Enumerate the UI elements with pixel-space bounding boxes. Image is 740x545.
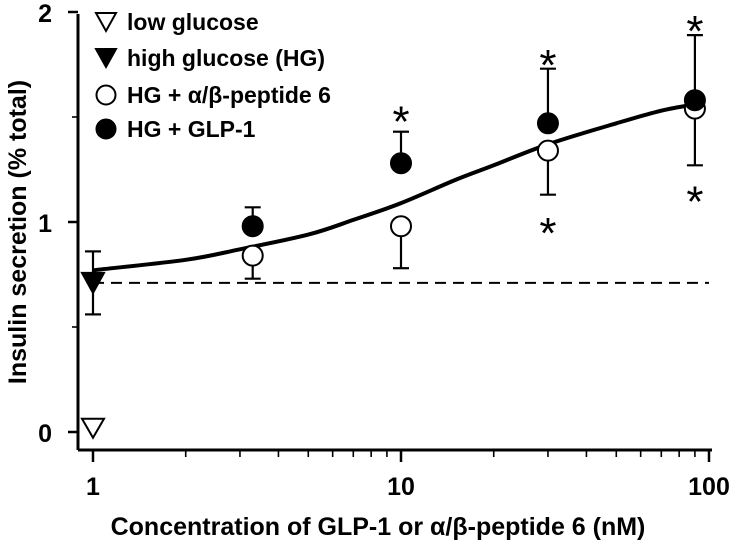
data-marks: * * * * * (80, 7, 706, 440)
point-peptide-0 (241, 244, 264, 267)
significance-asterisk-1: * (539, 41, 556, 90)
legend-marker-glp1 (95, 118, 117, 140)
legend-label-high-glucose: high glucose (HG) (127, 45, 325, 71)
legend-label-peptide: HG + α/β-peptide 6 (127, 82, 331, 108)
legend-marker-peptide (95, 84, 117, 106)
legend: low glucose high glucose (HG) HG + α/β-p… (94, 9, 331, 142)
y-tick-label-2: 2 (38, 0, 52, 28)
x-tick-label-1: 1 (86, 473, 100, 501)
y-tick-label-1: 1 (38, 210, 52, 238)
point-glp1-2 (536, 112, 559, 135)
significance-asterisk-4: * (686, 177, 703, 226)
axis-ticks (68, 10, 711, 462)
fit-curve-line (92, 102, 696, 273)
point-low-glucose (80, 417, 106, 440)
x-axis-label: Concentration of GLP-1 or α/β-peptide 6 … (111, 513, 646, 541)
legend-marker-low-glucose (94, 12, 118, 34)
y-tick-label-0: 0 (38, 420, 52, 448)
legend-marker-high-glucose (94, 48, 118, 70)
significance-asterisk-2: * (539, 209, 556, 258)
point-glp1-0 (241, 215, 264, 238)
legend-label-glp1: HG + GLP-1 (127, 116, 256, 142)
legend-label-low-glucose: low glucose (127, 9, 259, 35)
x-tick-label-10: 10 (387, 473, 415, 501)
point-glp1-1 (390, 152, 412, 175)
point-peptide-1 (390, 215, 412, 238)
point-glp1-3 (683, 89, 706, 112)
significance-asterisk-0: * (392, 98, 409, 147)
point-high-glucose (80, 271, 106, 295)
significance-asterisk-3: * (686, 7, 703, 56)
y-axis-label: Insulin secretion (% total) (4, 80, 32, 384)
point-peptide-2 (536, 139, 559, 162)
x-tick-label-100: 100 (688, 473, 730, 501)
